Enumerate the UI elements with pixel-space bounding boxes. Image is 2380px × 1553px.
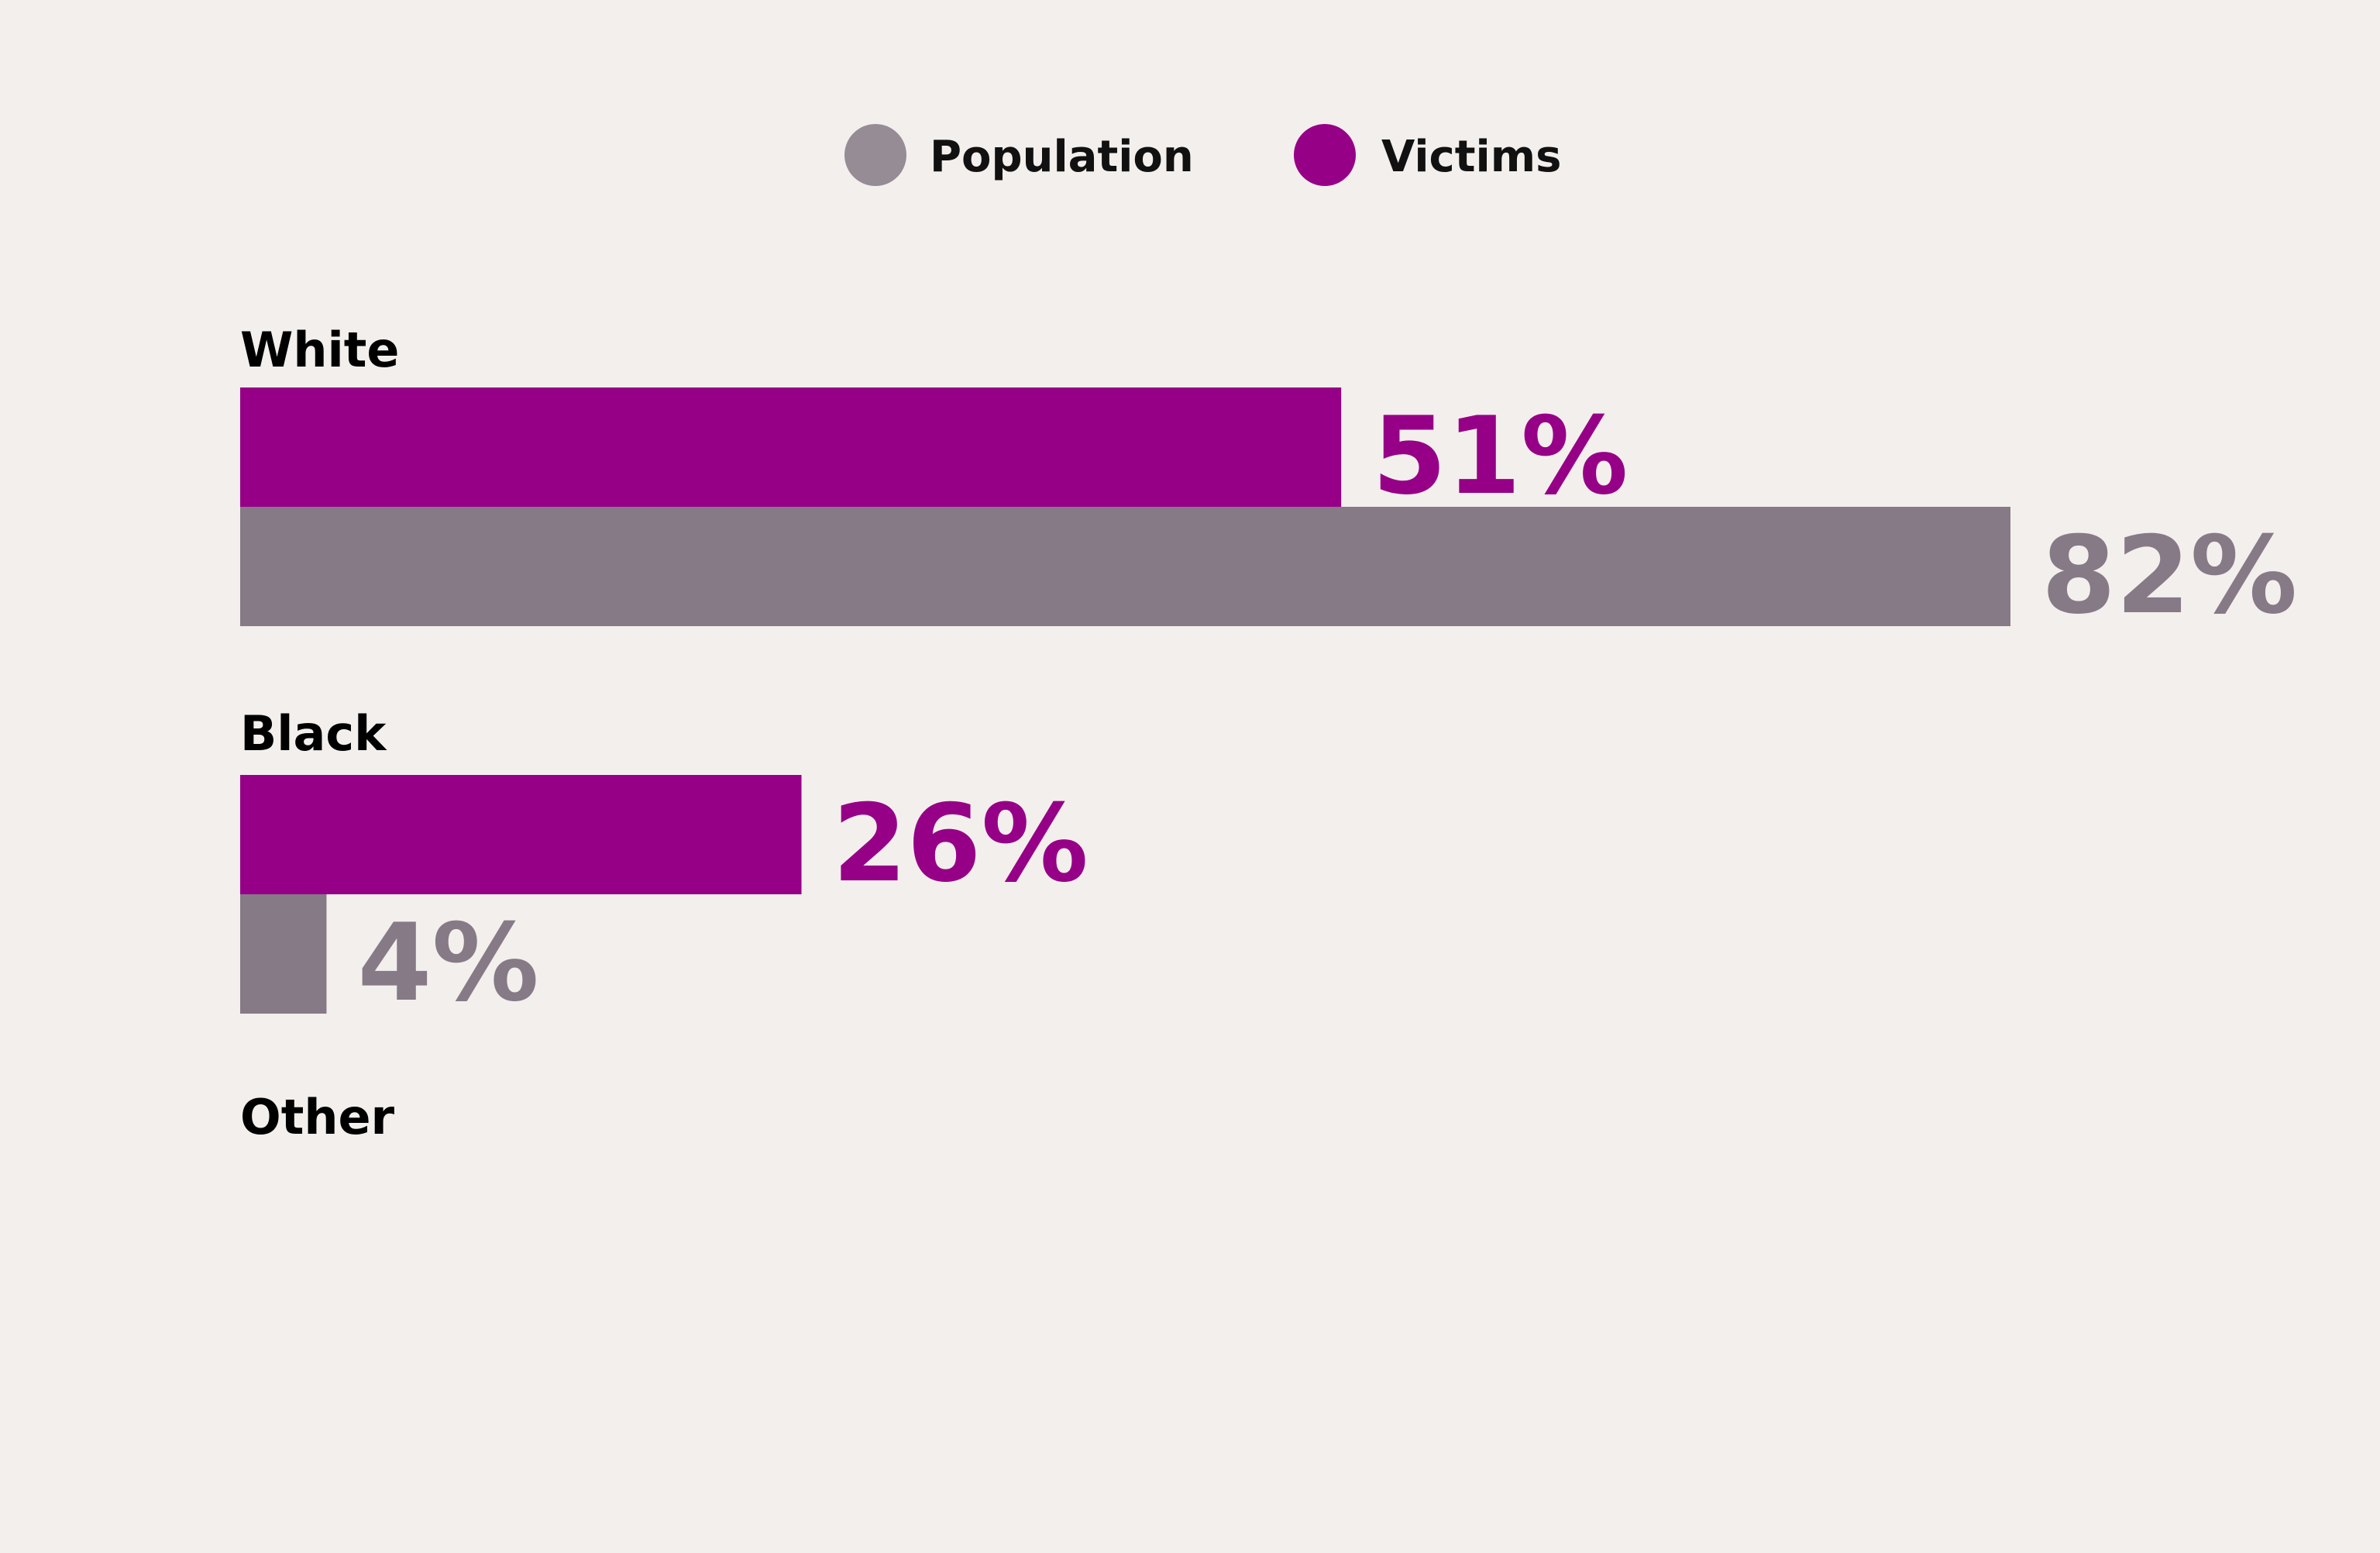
bar-group-other: Other [240,1089,395,1145]
value-label-population: 4% [357,900,538,1025]
legend: Population Victims [844,124,1561,186]
bar-group-black: Black 26% 4% [240,705,1089,1025]
bar-group-white: White 51% 82% [240,322,2297,638]
legend-label-victims: Victims [1381,132,1561,182]
bar-groups: White 51% 82% Black 26% 4% Other [240,322,2297,1145]
bar-population-black [240,894,327,1014]
value-label-victims: 26% [833,781,1089,906]
value-label-victims: 51% [1372,394,1628,518]
bar-victims-black [240,775,802,894]
legend-marker-population [844,124,906,186]
category-label: Other [240,1089,395,1145]
legend-marker-victims [1294,124,1356,186]
value-label-population: 82% [2041,513,2297,638]
bar-victims-white [240,387,1342,507]
category-label: Black [240,705,387,762]
category-label: White [240,322,399,378]
bar-population-white [240,507,2010,626]
legend-label-population: Population [930,132,1194,182]
